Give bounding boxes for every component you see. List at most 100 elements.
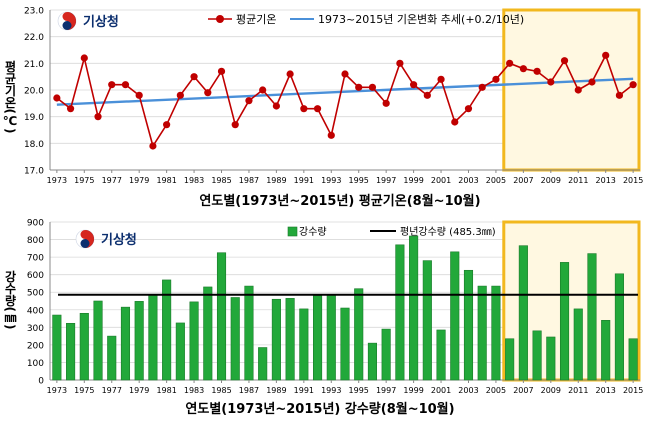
legend-precip-label: 강수량 — [299, 226, 327, 238]
precipitation-bar — [120, 306, 131, 381]
precipitation-bar — [422, 260, 432, 381]
precipitation-x-tick-label: 1975 — [74, 386, 94, 395]
temperature-highlight-box — [502, 8, 641, 172]
temperature-legend: 평균기온 1973~2015년 기온변화 추세(+0.2/10년) — [208, 13, 524, 26]
temperature-point — [80, 54, 88, 62]
temperature-x-tick-label: 1987 — [239, 176, 259, 185]
precipitation-x-tick-label: 1973 — [47, 386, 67, 395]
precipitation-bar — [587, 253, 597, 381]
precipitation-bar — [532, 330, 542, 381]
temperature-x-tick-label: 1973 — [47, 176, 67, 185]
temperature-y-tick-label: 19.0 — [24, 113, 44, 123]
temperature-x-tick-label: 1979 — [129, 176, 149, 185]
temperature-point — [382, 99, 390, 107]
precipitation-bar — [203, 286, 213, 381]
temperature-x-tick-label: 1985 — [211, 176, 231, 185]
precipitation-y-axis-label: 강수량(㎜) — [3, 270, 17, 329]
legend-normal-label: 평년강수량 (485.3㎜) — [400, 226, 496, 238]
taegeuk-icon — [75, 229, 95, 249]
temperature-point — [423, 91, 431, 99]
precipitation-x-tick-label: 1999 — [403, 386, 423, 395]
precipitation-bar — [285, 298, 295, 381]
precipitation-bar — [395, 244, 405, 381]
temperature-point — [533, 67, 541, 75]
precipitation-x-tick-label: 1985 — [211, 386, 231, 395]
precipitation-bar — [573, 308, 583, 381]
temperature-x-tick-label: 1981 — [156, 176, 176, 185]
precipitation-x-tick-label: 1993 — [321, 386, 341, 395]
precipitation-logo-text: 기상청 — [101, 232, 137, 248]
temperature-point — [478, 83, 486, 91]
legend-precip-swatch — [287, 226, 298, 237]
precipitation-bar — [148, 294, 158, 381]
precipitation-x-tick-label: 2001 — [431, 386, 451, 395]
precipitation-bar — [340, 307, 350, 381]
precipitation-x-tick-label: 1989 — [266, 386, 286, 395]
precipitation-x-tick-label: 2009 — [541, 386, 561, 395]
temperature-y-tick-label: 22.0 — [24, 33, 44, 43]
precipitation-logo: 기상청 — [75, 229, 137, 249]
precipitation-bar — [134, 301, 144, 381]
temperature-x-tick-label: 2005 — [486, 176, 506, 185]
precipitation-y-ticks: 0 100 200 300 400 500 600 700 800 900 — [27, 219, 44, 387]
precipitation-bar — [244, 285, 254, 381]
temperature-chart-caption: 연도별(1973년~2015년) 평균기온(8월~10월) — [199, 193, 480, 209]
temperature-point — [437, 75, 445, 83]
temperature-chart: 17.018.019.020.021.022.023.0 1973 1975 197… — [3, 7, 643, 210]
temperature-x-tick-label: 1993 — [321, 176, 341, 185]
precipitation-bar — [491, 285, 501, 381]
temperature-point — [602, 51, 610, 59]
precipitation-bar — [505, 338, 515, 381]
temperature-x-tick-label: 1999 — [403, 176, 423, 185]
precipitation-x-tick-label: 2003 — [458, 386, 478, 395]
precipitation-y-tick-label: 700 — [27, 254, 44, 264]
taegeuk-icon — [57, 11, 77, 31]
precipitation-y-tick-label: 400 — [27, 306, 44, 316]
precipitation-bar — [313, 295, 323, 381]
precipitation-y-tick-label: 500 — [27, 289, 44, 299]
temperature-axes — [49, 10, 640, 171]
precipitation-bar — [463, 269, 474, 381]
precipitation-bar — [628, 338, 638, 381]
temperature-point — [355, 83, 363, 91]
precipitation-x-tick-label: 2013 — [596, 386, 616, 395]
temperature-point — [506, 59, 514, 67]
precipitation-y-tick-label: 0 — [38, 377, 44, 387]
temperature-point — [231, 121, 239, 129]
temperature-point — [149, 142, 157, 150]
temperature-point — [629, 81, 637, 89]
temperature-x-tick-label: 1991 — [294, 176, 314, 185]
temperature-y-tick-label: 23.0 — [24, 7, 44, 17]
temperature-point — [108, 81, 116, 89]
temperature-x-tick-label: 1983 — [184, 176, 204, 185]
temperature-point — [286, 70, 294, 78]
temperature-points — [53, 51, 637, 150]
precipitation-bar — [258, 347, 268, 381]
temperature-point — [163, 121, 171, 129]
temperature-point — [245, 97, 253, 105]
precipitation-y-tick-label: 600 — [27, 271, 44, 281]
precipitation-x-tick-label: 2011 — [568, 386, 588, 395]
precipitation-bar — [354, 288, 364, 381]
temperature-x-ticks: 1973 1975 1977 1979 1981 1983 1985 1987 1989 1991… — [47, 170, 643, 185]
temperature-point — [327, 131, 335, 139]
precipitation-x-tick-label: 2007 — [513, 386, 533, 395]
precipitation-bar — [601, 320, 611, 381]
temperature-point — [53, 94, 61, 102]
temperature-x-tick-label: 1989 — [266, 176, 286, 185]
temperature-point — [451, 118, 459, 126]
temperature-point — [259, 86, 267, 94]
precipitation-y-tick-label: 300 — [27, 324, 44, 334]
precipitation-legend: 강수량 평년강수량 (485.3㎜) — [287, 226, 496, 238]
precipitation-x-tick-label: 1997 — [376, 386, 396, 395]
precipitation-bar — [559, 262, 570, 381]
temperature-y-tick-label: 21.0 — [24, 60, 44, 70]
precipitation-x-tick-label: 1979 — [129, 386, 149, 395]
precipitation-bars — [52, 235, 638, 381]
precipitation-bar — [52, 314, 62, 381]
temperature-y-tick-label: 20.0 — [24, 87, 44, 97]
precipitation-bar — [546, 336, 556, 381]
temperature-point — [588, 78, 596, 86]
